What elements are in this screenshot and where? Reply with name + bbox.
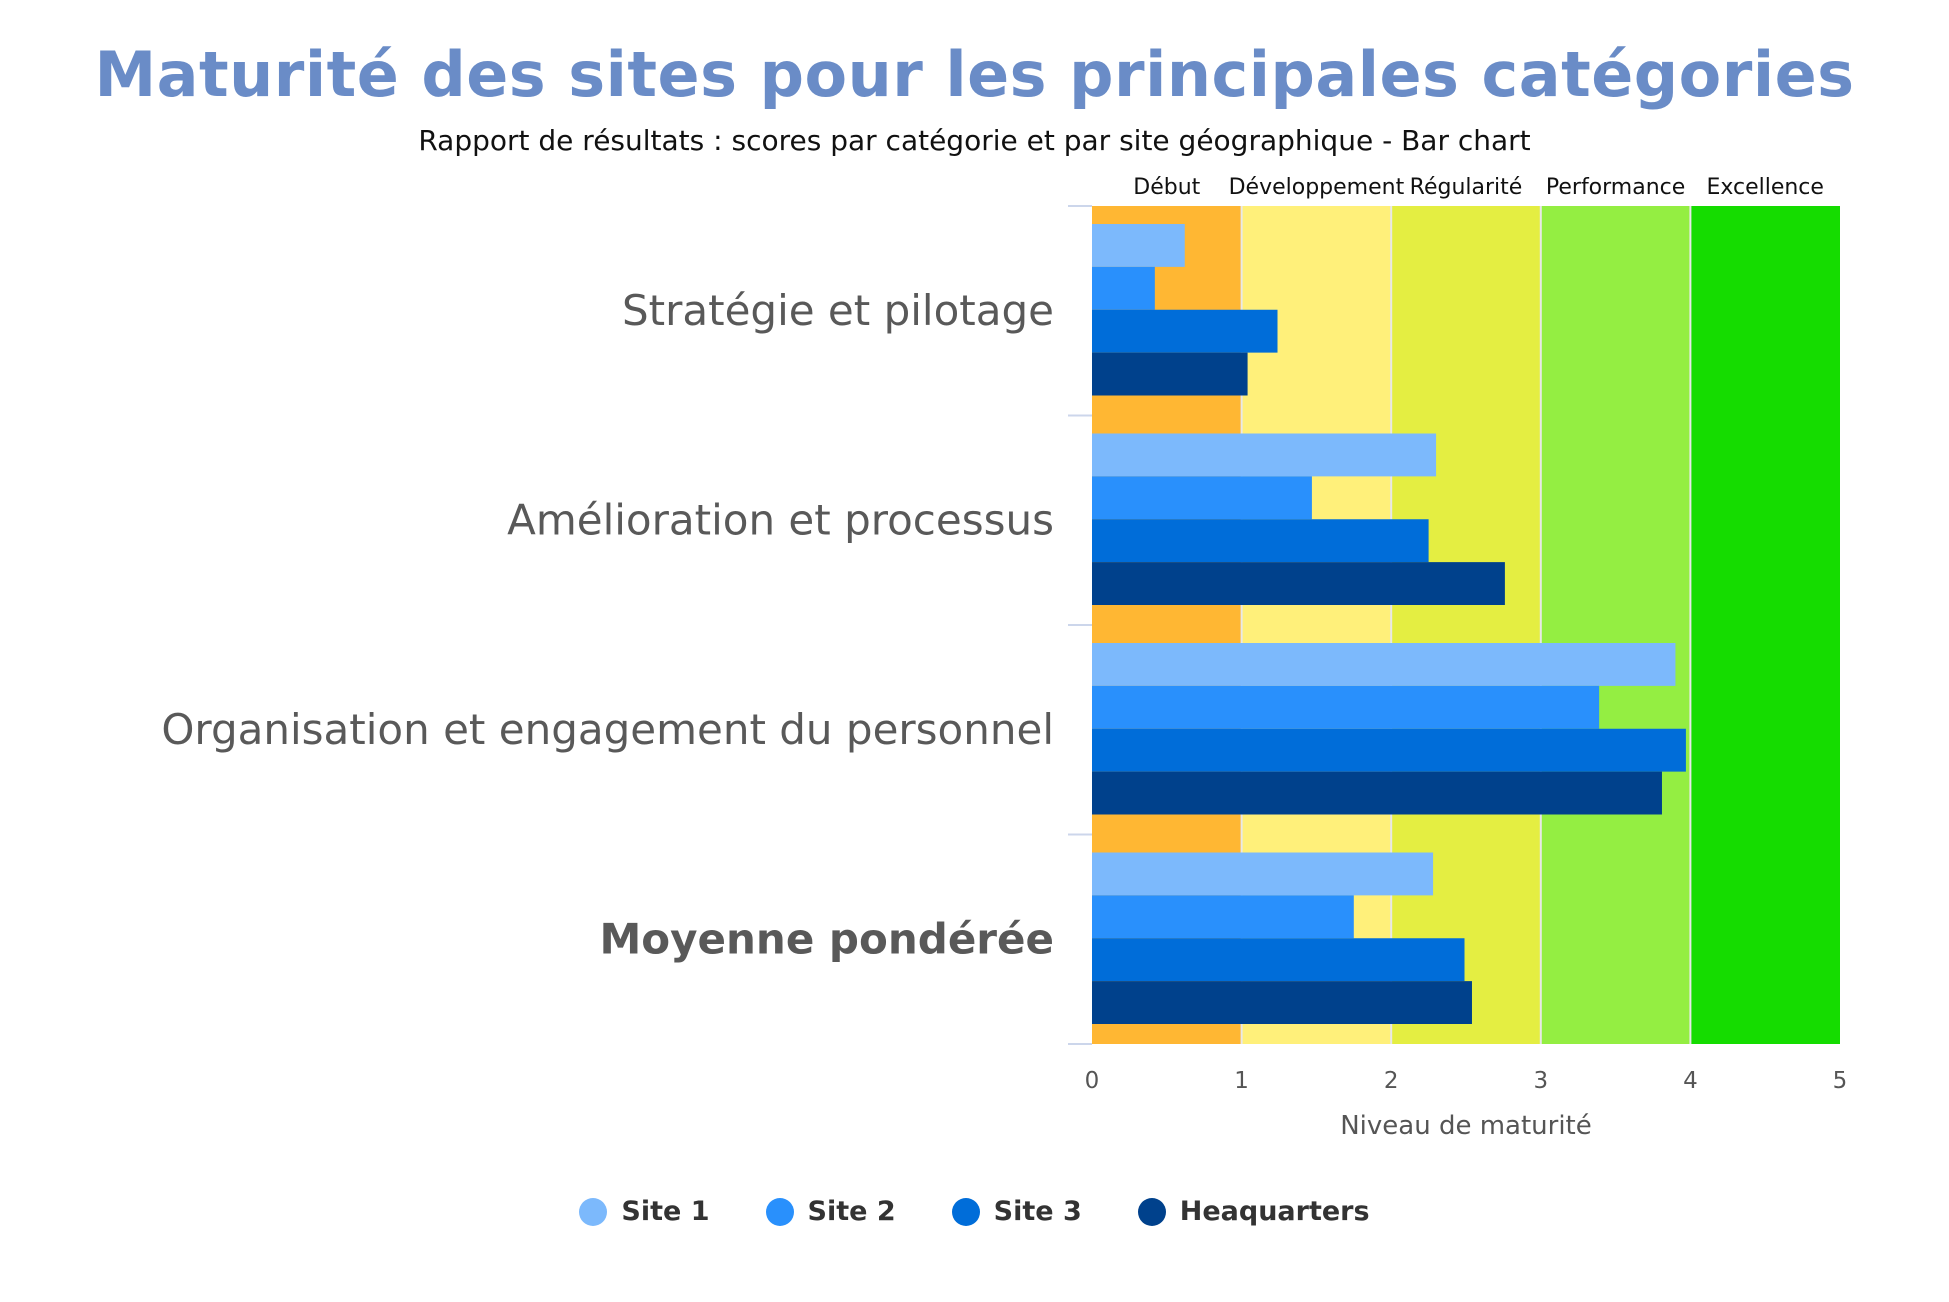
- legend-marker: [765, 1197, 794, 1226]
- axis-labels: Stratégie et pilotage Amélioration et pro…: [161, 286, 1054, 964]
- bar-site-2-2[interactable]: [1092, 685, 1600, 729]
- bar-heaquarters-0[interactable]: [1092, 352, 1248, 396]
- category-label: Organisation et engagement du personnel: [161, 705, 1054, 754]
- band-2: [1391, 206, 1541, 1044]
- bar-series: [1092, 224, 1686, 1024]
- category-label: Moyenne pondérée: [600, 914, 1054, 963]
- band-label: Début: [1133, 175, 1200, 200]
- legend-item-heaquarters[interactable]: Heaquarters: [1137, 1196, 1370, 1227]
- axes: 0 1 2 3 4 5 Niveau de maturité: [1068, 205, 1848, 1141]
- chart-title: Maturité des sites pour les principales …: [94, 38, 1855, 111]
- legend-item-site-2[interactable]: Site 2: [765, 1196, 896, 1227]
- bar-site-2-0[interactable]: [1092, 266, 1155, 310]
- bar-site-1-2[interactable]: [1092, 643, 1676, 686]
- bar-site-2-3[interactable]: [1092, 895, 1354, 939]
- legend-item-site-3[interactable]: Site 3: [951, 1196, 1082, 1227]
- x-tick-label: 4: [1683, 1068, 1698, 1094]
- bar-site-3-2[interactable]: [1092, 728, 1686, 772]
- bar-heaquarters-2[interactable]: [1092, 771, 1662, 815]
- legend-item-site-1[interactable]: Site 1: [579, 1196, 710, 1227]
- bar-site-1-1[interactable]: [1092, 433, 1437, 477]
- legend-marker: [951, 1197, 980, 1226]
- category-label: Stratégie et pilotage: [622, 286, 1054, 335]
- x-tick-label: 1: [1234, 1068, 1249, 1094]
- legend-marker: [1137, 1197, 1166, 1226]
- bar-site-3-1[interactable]: [1092, 519, 1429, 563]
- x-tick-label: 5: [1833, 1068, 1848, 1094]
- bar-site-3-3[interactable]: [1092, 938, 1465, 982]
- band-label: Excellence: [1706, 175, 1824, 200]
- legend-label: Heaquarters: [1179, 1196, 1370, 1227]
- x-tick-label: 3: [1533, 1068, 1548, 1094]
- band-label: Développement: [1229, 175, 1405, 200]
- band-label: Régularité: [1410, 175, 1523, 200]
- category-label: Amélioration et processus: [507, 495, 1054, 544]
- bar-site-1-3[interactable]: [1092, 852, 1434, 896]
- bar-heaquarters-3[interactable]: [1092, 981, 1472, 1024]
- chart-subtitle: Rapport de résultats : scores par catégo…: [418, 124, 1531, 157]
- band-3: [1540, 206, 1691, 1044]
- x-tick-label: 2: [1384, 1068, 1399, 1094]
- legend-marker: [579, 1197, 608, 1226]
- x-tick-label: 0: [1085, 1068, 1100, 1094]
- legend-label: Site 2: [807, 1196, 896, 1227]
- bar-site-1-0[interactable]: [1092, 224, 1185, 267]
- band-label: Performance: [1546, 175, 1685, 200]
- bar-site-2-1[interactable]: [1092, 476, 1312, 520]
- band-4: [1690, 206, 1840, 1044]
- legend[interactable]: Site 1 Site 2 Site 3 Heaquarters: [0, 1196, 1949, 1227]
- bar-site-3-0[interactable]: [1092, 309, 1278, 353]
- bar-heaquarters-1[interactable]: [1092, 562, 1505, 605]
- x-axis-label: Niveau de maturité: [1340, 1111, 1592, 1141]
- legend-label: Site 3: [993, 1196, 1082, 1227]
- legend-label: Site 1: [621, 1196, 710, 1227]
